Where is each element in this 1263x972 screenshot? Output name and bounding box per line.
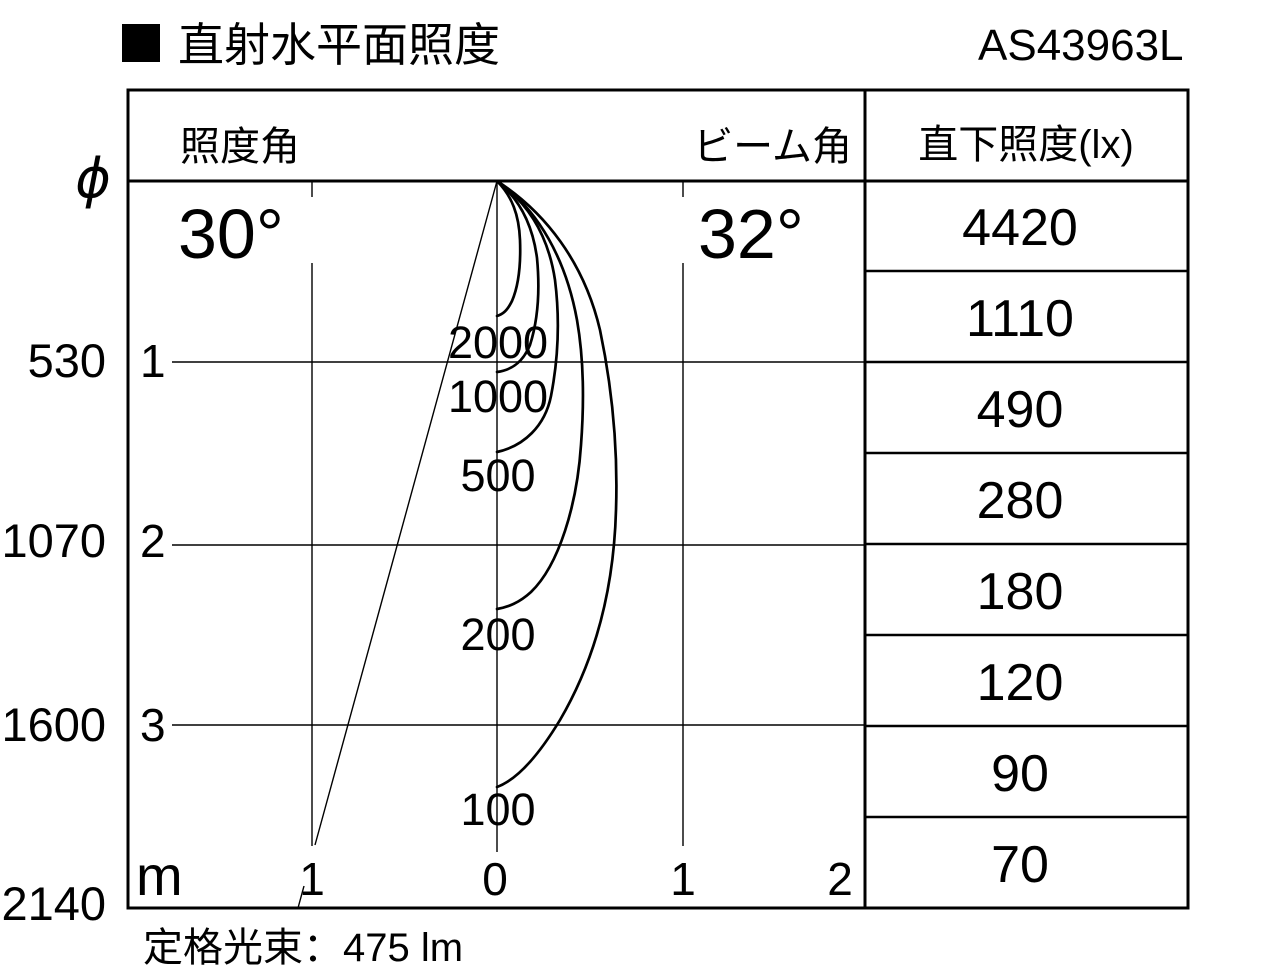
beam-spread-diagonal-line-lower [297,885,305,909]
x-tick-0: 0 [482,853,508,905]
table-value-row7: 90 [991,745,1049,803]
x-tick-right-1: 1 [670,853,696,905]
curve-label-500: 500 [460,450,535,501]
beam-angle-value: 32° [698,195,804,273]
illuminance-angle-value: 30° [178,195,284,273]
phi-value-2m: 1070 [1,514,106,567]
table-value-row2: 1110 [966,290,1074,348]
table-header: 直下照度(lx) [918,123,1134,167]
table-value-row8: 70 [991,836,1049,894]
rated-flux-note: 定格光束：475 lm [143,926,463,970]
table-value-row1: 4420 [962,199,1078,257]
curve-label-200: 200 [460,609,535,660]
isolux-curve-200 [495,179,585,611]
depth-tick-1: 1 [140,335,166,387]
illuminance-angle-label: 照度角 [180,125,300,169]
table-value-row4: 280 [977,472,1064,530]
table-value-row5: 180 [977,563,1064,621]
table-value-row3: 490 [977,381,1064,439]
curve-label-100: 100 [460,784,535,835]
depth-tick-3: 3 [140,699,166,751]
phi-value-1m: 530 [28,334,106,387]
depth-unit-label: m [136,844,183,907]
depth-tick-2: 2 [140,515,166,567]
isolux-curve-100 [495,179,618,789]
beam-spread-diagonal-line [314,180,498,846]
phi-symbol: ϕ [75,147,111,210]
phi-value-3m: 1600 [1,698,106,751]
table-value-row6: 120 [977,654,1064,712]
title-bullet-square-icon [122,24,160,62]
beam-angle-label: ビーム角 [693,125,852,169]
x-tick-left-1: 1 [299,853,325,905]
page-title: 直射水平面照度 [178,19,500,71]
phi-value-4m: 2140 [1,877,106,930]
chart-outer-border [126,88,1190,910]
isolux-curve-1000 [495,179,540,374]
x-tick-right-2: 2 [827,853,853,905]
isolux-curve-2000 [495,179,522,318]
isolux-curve-500 [495,179,560,454]
model-number: AS43963L [978,21,1184,70]
curve-label-1000: 1000 [448,371,548,422]
curve-label-2000: 2000 [448,317,548,368]
